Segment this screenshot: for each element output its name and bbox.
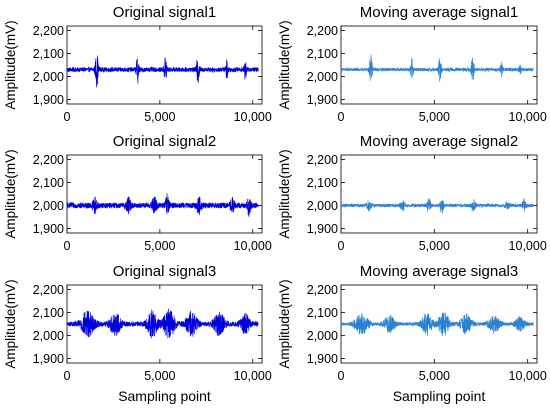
x-tick-label: 10,000 xyxy=(509,239,547,253)
y-tick-label: 2,000 xyxy=(307,199,338,213)
signal-line xyxy=(340,197,534,214)
y-axis-label: Amplitude(mV) xyxy=(3,149,18,238)
chart-title: Moving average signal3 xyxy=(360,263,518,280)
signal-line xyxy=(66,308,259,339)
y-tick-label: 2,000 xyxy=(33,199,64,213)
y-axis-label: Amplitude(mV) xyxy=(3,279,18,368)
chart-title: Moving average signal1 xyxy=(360,4,518,21)
y-tick-label: 1,900 xyxy=(307,222,338,236)
signal-line xyxy=(340,312,534,337)
x-tick-label: 0 xyxy=(338,239,345,253)
y-tick-label: 2,000 xyxy=(33,329,64,343)
x-tick-label: 5,000 xyxy=(144,239,175,253)
x-tick-label: 0 xyxy=(338,369,345,383)
x-tick-label: 5,000 xyxy=(144,369,175,383)
signal-line xyxy=(340,54,534,82)
y-tick-label: 2,100 xyxy=(33,306,64,320)
y-tick-label: 2,000 xyxy=(307,70,338,84)
y-tick-label: 2,100 xyxy=(307,176,338,190)
plot-frame xyxy=(340,25,538,105)
x-axis-label: Sampling point xyxy=(118,388,211,404)
x-tick-label: 10,000 xyxy=(509,369,547,383)
y-tick-label: 1,900 xyxy=(33,93,64,107)
x-tick-label: 10,000 xyxy=(234,239,272,253)
x-tick-label: 5,000 xyxy=(144,110,175,124)
x-tick-label: 10,000 xyxy=(234,369,272,383)
x-axis-label: Sampling point xyxy=(393,388,486,404)
x-tick-label: 0 xyxy=(64,369,71,383)
chart-title: Original signal2 xyxy=(113,133,216,150)
y-tick-label: 2,100 xyxy=(33,47,64,61)
plot-frame xyxy=(66,154,263,234)
y-tick-label: 1,900 xyxy=(33,222,64,236)
y-axis-label: Amplitude(mV) xyxy=(277,279,292,368)
chart-panel-4: Moving average signal2 1,900 2,000 2,100 2,2… xyxy=(277,133,547,253)
chart-panel-2: Moving average signal1 1,900 2,000 2,100 2,2… xyxy=(277,4,547,124)
x-tick-label: 0 xyxy=(338,110,345,124)
y-tick-label: 2,200 xyxy=(33,283,64,297)
y-tick-label: 2,200 xyxy=(33,24,64,38)
chart-title: Moving average signal2 xyxy=(360,133,518,150)
y-axis-label: Amplitude(mV) xyxy=(277,149,292,238)
chart-panel-6: Moving average signal3 1,900 2,000 2,100 2,2… xyxy=(277,263,547,404)
x-tick-label: 10,000 xyxy=(234,110,272,124)
chart-panel-3: Original signal2 1,900 2,000 2,100 2,200 0 5,0… xyxy=(3,133,272,253)
y-tick-label: 2,100 xyxy=(307,47,338,61)
signal-line xyxy=(66,193,259,217)
y-tick-label: 2,000 xyxy=(33,70,64,84)
y-tick-label: 2,100 xyxy=(33,176,64,190)
y-tick-label: 2,200 xyxy=(307,153,338,167)
x-tick-label: 0 xyxy=(64,110,71,124)
y-tick-label: 2,200 xyxy=(307,24,338,38)
y-tick-label: 2,200 xyxy=(33,153,64,167)
chart-panel-5: Original signal3 1,900 2,000 2,100 2,200 0 5,0… xyxy=(3,263,272,404)
y-tick-label: 2,100 xyxy=(307,306,338,320)
y-axis-label: Amplitude(mV) xyxy=(277,20,292,109)
plot-frame xyxy=(66,25,263,105)
x-tick-label: 10,000 xyxy=(509,110,547,124)
y-tick-label: 1,900 xyxy=(307,93,338,107)
x-tick-label: 5,000 xyxy=(419,369,450,383)
y-tick-label: 1,900 xyxy=(307,352,338,366)
y-tick-label: 2,200 xyxy=(307,283,338,297)
x-tick-label: 5,000 xyxy=(419,110,450,124)
plot-frame xyxy=(340,154,538,234)
y-tick-label: 2,000 xyxy=(307,329,338,343)
y-axis-label: Amplitude(mV) xyxy=(3,20,18,109)
chart-panel-1: Original signal1 1,900 2,000 2,100 2,200 0 5,0… xyxy=(3,4,272,124)
chart-title: Original signal3 xyxy=(113,263,216,280)
signal-line xyxy=(66,55,259,88)
chart-title: Original signal1 xyxy=(113,4,216,21)
y-tick-label: 1,900 xyxy=(33,352,64,366)
x-tick-label: 0 xyxy=(64,239,71,253)
x-tick-label: 5,000 xyxy=(419,239,450,253)
